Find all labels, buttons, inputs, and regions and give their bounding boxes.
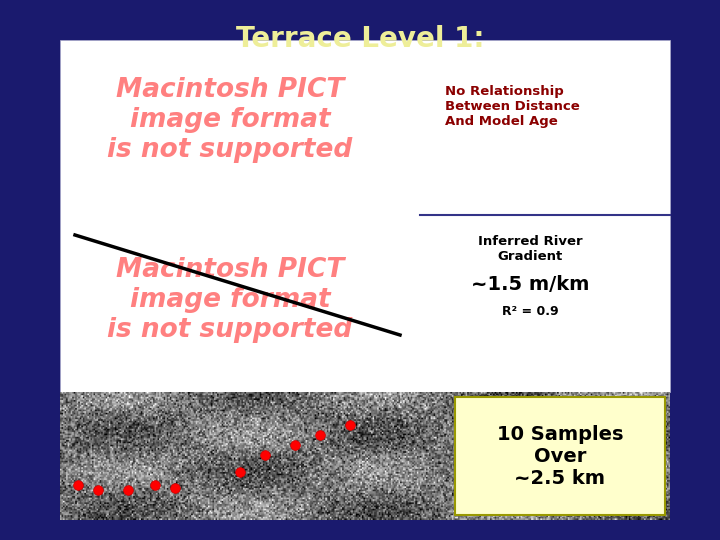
Text: Inferred River
Gradient: Inferred River Gradient [477, 235, 582, 263]
Text: R² = 0.9: R² = 0.9 [502, 305, 558, 318]
Text: Macintosh PICT
image format
is not supported: Macintosh PICT image format is not suppo… [107, 257, 353, 343]
Text: Terrace Level 1:: Terrace Level 1: [235, 25, 485, 53]
Text: Macintosh PICT
image format
is not supported: Macintosh PICT image format is not suppo… [107, 77, 353, 163]
FancyBboxPatch shape [455, 397, 665, 515]
Text: No Relationship
Between Distance
And Model Age: No Relationship Between Distance And Mod… [445, 85, 580, 128]
Text: ~1.5 m/km: ~1.5 m/km [471, 275, 589, 294]
Text: 10 Samples
Over
~2.5 km: 10 Samples Over ~2.5 km [497, 424, 624, 488]
FancyBboxPatch shape [60, 40, 670, 392]
